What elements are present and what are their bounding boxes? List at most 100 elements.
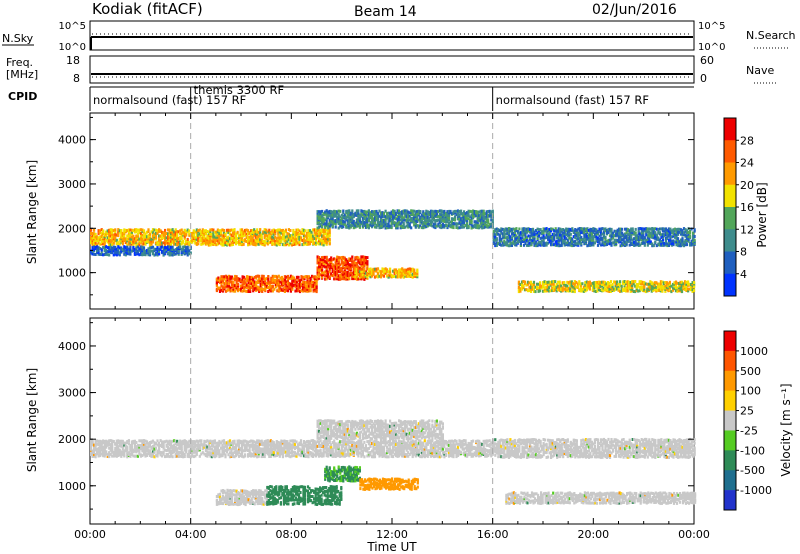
power-cell [258,277,261,281]
power-cell [501,241,504,245]
power-cell [623,286,626,289]
power-cell [117,232,120,236]
power-cell [572,240,575,244]
power-cell [574,234,577,238]
power-cell [301,243,304,247]
power-cell [631,285,634,289]
power-cell [618,231,621,235]
power-cell [527,242,530,246]
power-cell [325,262,328,266]
power-cell [162,231,165,235]
power-cell [569,228,572,232]
power-cell [223,275,226,279]
power-cell [263,243,266,247]
power-cell [327,275,330,279]
power-cell [168,247,171,251]
power-cell [621,243,624,247]
power-cell [628,243,631,247]
power-cell [287,228,290,232]
power-cell [144,249,147,253]
power-cell [608,290,611,293]
power-cell [422,212,425,216]
power-cell [485,219,488,222]
power-cell [167,243,170,247]
velocity-cell [111,443,114,447]
power-cell [348,213,351,217]
power-cell [554,229,557,233]
power-cell [581,227,584,231]
power-cell [170,239,173,243]
power-cell [336,211,339,215]
power-cell [484,215,487,219]
velocity-cell [103,440,106,443]
power-cell [585,280,588,284]
power-cell [262,277,265,281]
power-cell [279,287,282,291]
power-cell [482,209,485,213]
velocity-cell [102,445,105,449]
power-cell [434,214,437,217]
power-cell [628,229,631,233]
power-cell [204,232,207,235]
power-cell [357,259,360,263]
power-cell [561,281,564,285]
power-cell [278,239,281,243]
power-cell [218,233,221,237]
power-cell [234,286,237,290]
power-cell [218,239,221,243]
power-cell [345,215,348,219]
power-cell [569,232,572,236]
power-cell [399,222,402,226]
power-cell [328,237,331,241]
power-cell [147,228,150,232]
power-cell [387,222,390,226]
power-cell [325,258,328,262]
power-cell [121,242,124,246]
power-cell [643,284,646,288]
power-cell [308,229,312,233]
power-cell [312,241,315,245]
power-cell [532,287,536,291]
velocity-cell [151,449,155,453]
power-cell [176,251,179,255]
velocity-cell [97,450,100,454]
power-cell [405,224,408,228]
velocity-cell [114,449,117,452]
power-cell [627,236,630,240]
power-cell [182,239,185,243]
power-cell [355,211,358,215]
power-cell [204,239,207,243]
power-cell [295,289,299,293]
power-cell [478,210,481,214]
power-cell [460,212,463,216]
power-cell [558,280,561,284]
power-cell [422,222,425,226]
power-cell [679,285,682,289]
power-cell [334,265,337,269]
power-cell [408,267,411,271]
power-cell [664,236,667,240]
power-cell [398,211,401,215]
power-cell [416,213,419,216]
power-cell [159,229,162,233]
power-cell [366,225,369,229]
velocity-cell [111,441,114,445]
power-cell [583,239,586,243]
velocity-cell [108,446,111,450]
power-cell [382,211,386,215]
power-cell [668,286,671,290]
power-cell [295,232,298,236]
power-cell [147,239,150,243]
power-cell [351,264,354,268]
power-cell [158,228,161,232]
power-cell [227,276,231,280]
power-cell [352,213,355,216]
power-cell [590,228,593,231]
power-cell [121,248,124,251]
power-cell [579,289,582,293]
power-cell [247,235,250,239]
power-cell [691,284,694,288]
power-cell [685,243,689,247]
power-cell [648,236,651,240]
power-cell [203,232,206,236]
